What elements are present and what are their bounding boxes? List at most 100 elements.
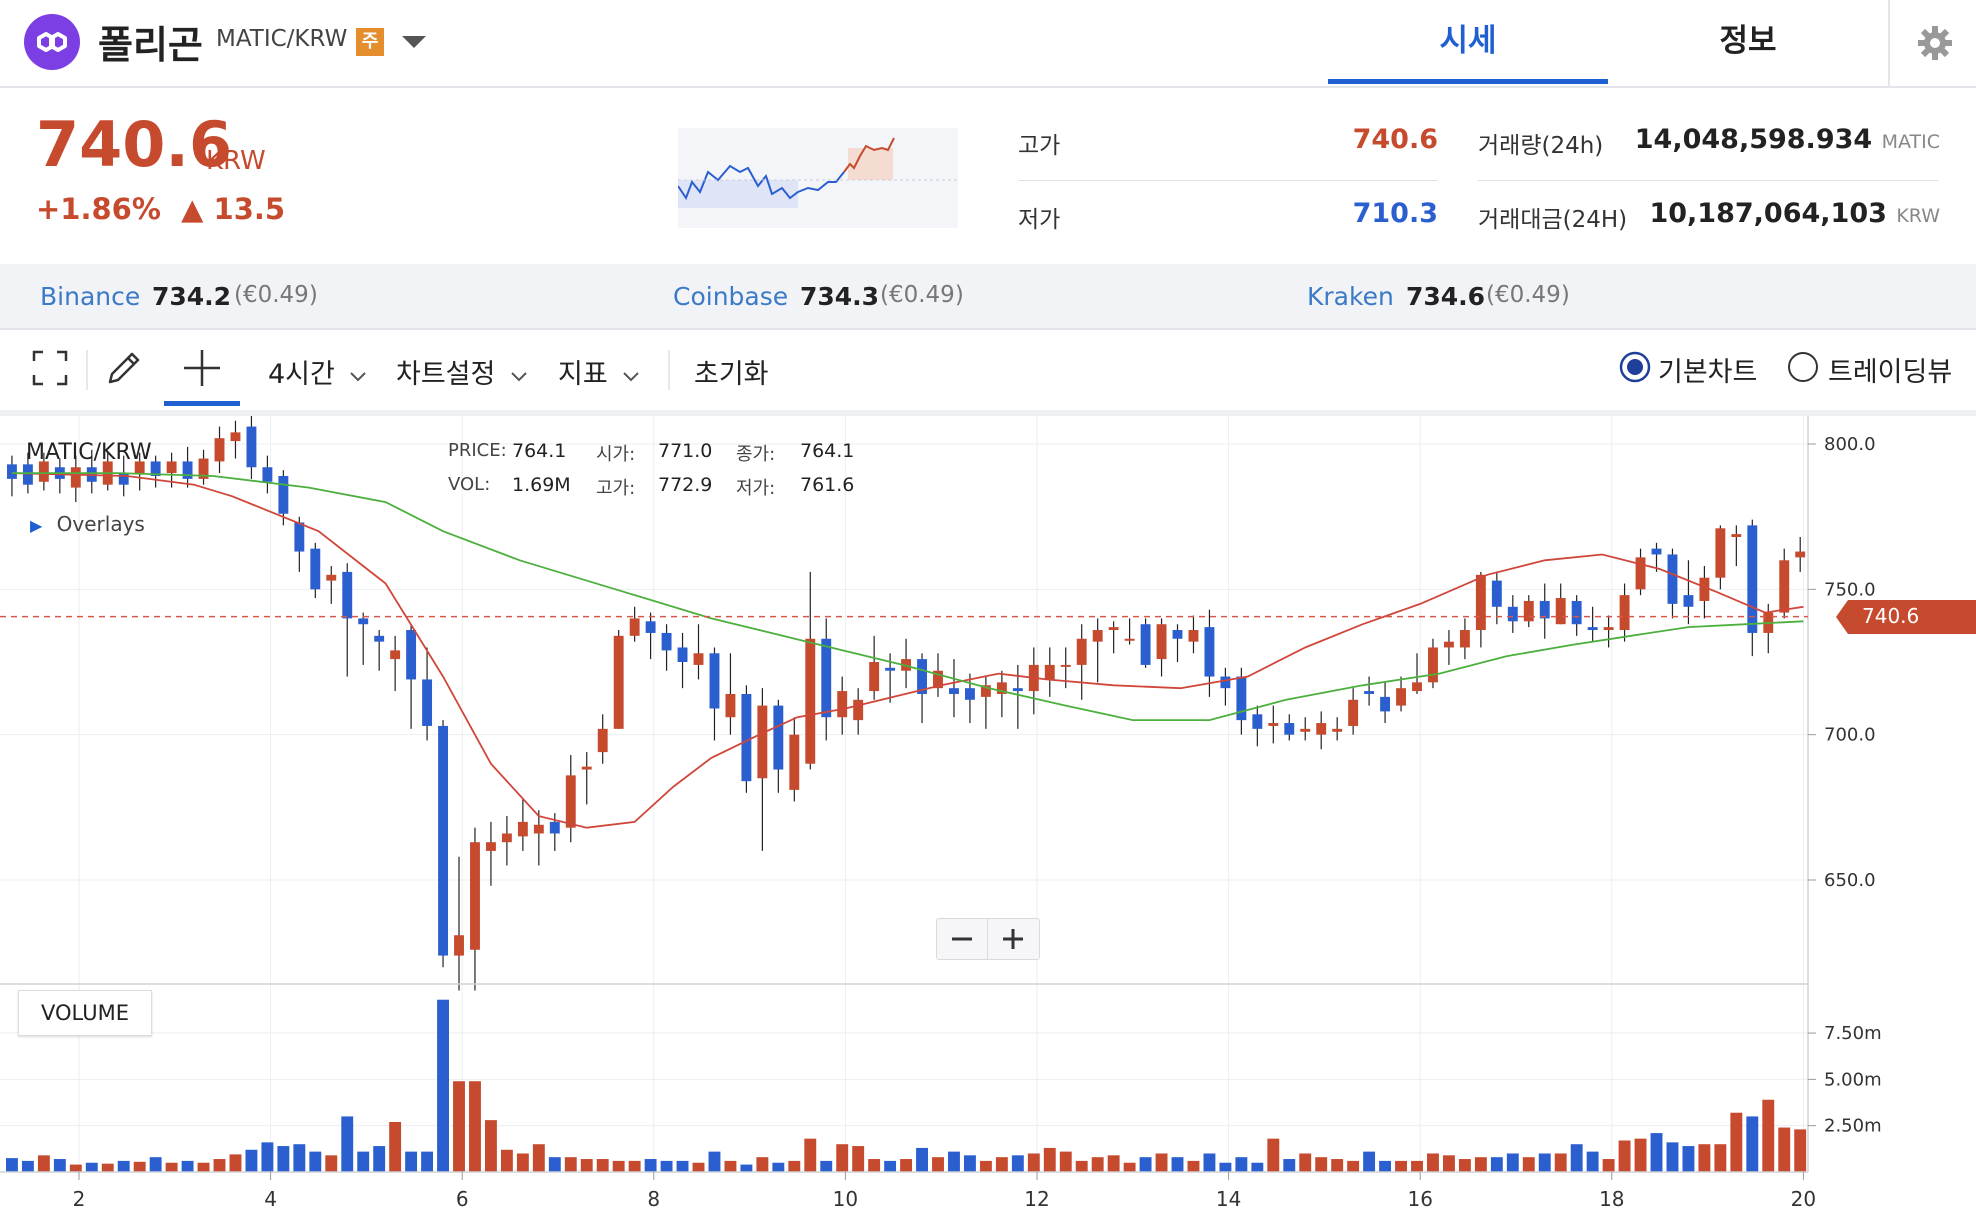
volume-bar	[1283, 1159, 1296, 1172]
info-price-label: PRICE:	[448, 440, 507, 461]
volume-bar	[500, 1149, 513, 1172]
polygon-logo-icon	[24, 14, 80, 70]
candle-body	[1348, 699, 1359, 726]
volume-bar	[788, 1160, 801, 1172]
zoom-in-button[interactable]	[988, 919, 1038, 959]
exchange-rate-binance: (€0.49)	[234, 282, 318, 308]
volume-panel-label: VOLUME	[18, 990, 152, 1036]
settings-button[interactable]	[1888, 0, 1976, 86]
candle-body	[1475, 574, 1486, 631]
volume-bar	[1411, 1160, 1423, 1172]
candle-body	[6, 464, 17, 479]
candle-body	[70, 467, 81, 488]
radio-basic-chart[interactable]	[1618, 350, 1652, 388]
candle-body	[246, 426, 257, 468]
high-value: 740.6	[1352, 124, 1438, 155]
candle-body	[1555, 598, 1566, 625]
candle-body	[1124, 638, 1135, 641]
tab-info[interactable]: 정보	[1719, 23, 1777, 59]
candle-body	[1412, 682, 1422, 692]
tradingview-label[interactable]: 트레이딩뷰	[1828, 357, 1953, 388]
volume-bar	[213, 1159, 226, 1172]
volume-label: 거래량(24h)	[1478, 133, 1604, 159]
overlays-toggle[interactable]: ▶ Overlays	[30, 512, 145, 536]
exchange-name-kraken[interactable]: Kraken	[1307, 282, 1394, 311]
coin-dropdown-icon[interactable]	[400, 30, 428, 58]
exchange-name-coinbase[interactable]: Coinbase	[673, 282, 789, 311]
turnover-value: 10,187,064,103 KRW	[1620, 198, 1940, 229]
indicators-select[interactable]: 지표	[558, 352, 640, 391]
candle-body	[22, 464, 33, 485]
zoom-out-button[interactable]	[937, 919, 988, 959]
high-label: 고가	[1018, 133, 1061, 159]
candle-body	[1747, 525, 1758, 633]
candle-body	[789, 734, 800, 790]
candle-body	[470, 842, 480, 950]
volume-unit: MATIC	[1881, 131, 1940, 153]
pencil-icon[interactable]	[104, 348, 144, 392]
candle-body	[1012, 688, 1023, 692]
volume-bar	[820, 1160, 833, 1172]
crosshair-tool[interactable]	[164, 330, 240, 406]
ohlc-info: PRICE: 764.1 시가: 771.0 종가: 764.1 VOL: 1.…	[448, 440, 868, 500]
candle-body	[38, 461, 49, 482]
candle-body	[294, 522, 305, 552]
exchange-name-binance[interactable]: Binance	[40, 282, 141, 311]
volume-bar	[1442, 1155, 1455, 1172]
divider	[1478, 180, 1938, 181]
candle-body	[358, 618, 369, 625]
interval-select[interactable]: 4시간	[268, 352, 367, 391]
candle-body	[501, 833, 512, 843]
volume-bar	[1091, 1157, 1104, 1172]
candle-body	[422, 679, 433, 726]
volume-tick-label: 5.00m	[1824, 1069, 1882, 1090]
volume-bar	[580, 1159, 593, 1172]
minus-icon	[952, 937, 972, 941]
volume-bar	[532, 1144, 545, 1172]
candle-body	[438, 725, 448, 956]
volume-bar	[692, 1162, 705, 1172]
candle-body	[725, 693, 736, 718]
chart-settings-select[interactable]: 차트설정	[396, 352, 528, 391]
last-price-tag: 740.6	[1836, 598, 1976, 640]
candle-body	[1316, 723, 1327, 735]
reset-button[interactable]: 초기화	[694, 359, 769, 390]
candle-body	[917, 659, 927, 694]
candlestick-chart[interactable]: 650.0 700.0 750.0 800.0 2.50m 5.00m 7.50m 2 4 6 8 1…	[0, 416, 1976, 1228]
volume-bar	[1554, 1153, 1567, 1172]
volume-bar	[1395, 1160, 1407, 1172]
radio-unchecked-icon	[1788, 352, 1818, 382]
radio-tradingview[interactable]	[1786, 350, 1820, 388]
volume-bar	[53, 1159, 66, 1172]
exchange-rate-kraken: (€0.49)	[1486, 282, 1570, 308]
candle-body	[661, 632, 672, 651]
volume-bar	[1458, 1159, 1471, 1172]
fullscreen-icon[interactable]	[32, 350, 68, 390]
volume-bar	[564, 1157, 577, 1172]
basic-chart-label[interactable]: 기본차트	[1658, 357, 1758, 388]
x-tick-label: 8	[647, 1187, 660, 1211]
volume-bar	[932, 1157, 944, 1172]
volume-bar	[963, 1155, 976, 1172]
candle-body	[1236, 676, 1247, 721]
tab-price[interactable]: 시세	[1328, 0, 1608, 84]
volume-bar	[1730, 1112, 1743, 1172]
turnover-label: 거래대금(24H)	[1478, 207, 1628, 233]
current-price: 740.6	[36, 108, 233, 181]
candle-body	[645, 621, 656, 633]
candle-body	[1507, 606, 1518, 622]
volume-bar	[1155, 1153, 1168, 1172]
candle-body	[1635, 557, 1646, 590]
volume-bar	[884, 1160, 897, 1172]
volume-bar	[1123, 1162, 1136, 1172]
volume-bar	[628, 1160, 641, 1172]
candle-body	[1220, 676, 1231, 689]
volume-bar	[1315, 1157, 1328, 1172]
plus-icon	[1003, 929, 1023, 949]
exchange-price-binance: 734.2	[152, 282, 232, 311]
candle-body	[1491, 580, 1502, 607]
x-tick-label: 10	[833, 1187, 858, 1211]
divider	[1018, 180, 1438, 181]
candle-body	[597, 728, 608, 753]
candle-body	[1715, 528, 1726, 578]
